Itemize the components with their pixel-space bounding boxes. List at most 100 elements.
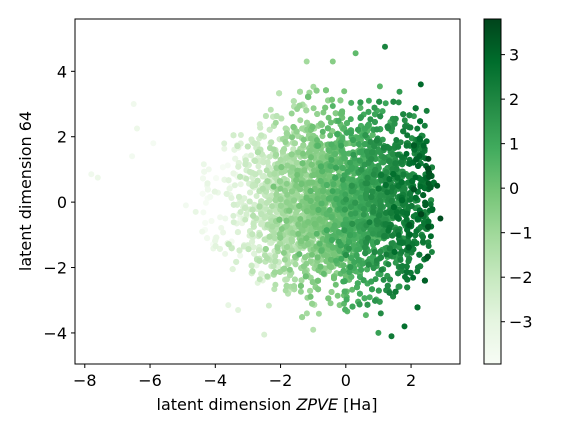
scatter-point bbox=[324, 125, 331, 132]
scatter-point bbox=[192, 208, 199, 215]
scatter-point bbox=[288, 151, 295, 158]
scatter-point bbox=[327, 163, 334, 170]
scatter-point bbox=[360, 206, 367, 213]
scatter-point bbox=[362, 312, 369, 319]
scatter-point bbox=[289, 164, 296, 171]
scatter-point bbox=[266, 233, 273, 240]
scatter-point bbox=[347, 159, 354, 166]
scatter-point bbox=[347, 203, 354, 210]
scatter-point bbox=[303, 107, 310, 114]
scatter-point bbox=[319, 154, 326, 161]
scatter-point bbox=[237, 181, 244, 188]
scatter-point bbox=[234, 143, 241, 149]
scatter-point bbox=[242, 205, 248, 211]
scatter-point bbox=[299, 314, 306, 321]
scatter-point bbox=[284, 244, 290, 250]
scatter-point bbox=[314, 137, 320, 143]
scatter-point bbox=[304, 218, 311, 225]
scatter-point bbox=[213, 175, 220, 182]
scatter-point bbox=[281, 265, 288, 272]
scatter-point bbox=[348, 273, 355, 280]
scatter-point bbox=[315, 142, 321, 149]
scatter-point bbox=[311, 167, 317, 174]
scatter-point bbox=[258, 211, 265, 218]
scatter-point bbox=[314, 254, 321, 261]
scatter-point bbox=[364, 148, 370, 155]
scatter-point bbox=[308, 161, 315, 168]
scatter-point bbox=[300, 136, 307, 143]
scatter-point bbox=[354, 280, 361, 287]
scatter-point bbox=[246, 168, 253, 175]
scatter-point bbox=[379, 108, 386, 115]
scatter-point bbox=[201, 168, 208, 175]
scatter-point bbox=[327, 300, 334, 307]
scatter-point bbox=[308, 154, 314, 161]
scatter-point bbox=[369, 286, 375, 293]
scatter-point bbox=[299, 160, 306, 167]
scatter-point bbox=[94, 174, 101, 181]
scatter-point bbox=[410, 113, 417, 120]
scatter-point bbox=[299, 227, 306, 234]
scatter-point bbox=[260, 173, 267, 180]
scatter-point bbox=[251, 250, 258, 257]
scatter-point bbox=[357, 99, 364, 106]
scatter-point bbox=[261, 236, 268, 243]
scatter-point bbox=[313, 148, 319, 154]
scatter-point bbox=[289, 188, 295, 195]
scatter-point bbox=[283, 217, 290, 224]
scatter-point bbox=[230, 170, 237, 177]
scatter-point bbox=[341, 206, 348, 213]
scatter-point bbox=[281, 146, 288, 153]
scatter-point bbox=[318, 200, 325, 207]
scatter-point bbox=[319, 133, 326, 140]
scatter-point bbox=[277, 202, 284, 209]
scatter-point bbox=[314, 111, 321, 117]
scatter-point bbox=[330, 181, 337, 188]
scatter-point bbox=[281, 256, 288, 263]
scatter-point bbox=[296, 202, 303, 209]
scatter-point bbox=[199, 228, 206, 235]
scatter-point bbox=[322, 104, 329, 111]
scatter-point bbox=[255, 163, 262, 170]
scatter-point bbox=[338, 147, 345, 154]
scatter-point bbox=[229, 266, 236, 273]
scatter-point bbox=[315, 206, 322, 213]
scatter-point bbox=[251, 140, 258, 147]
scatter-point bbox=[327, 119, 334, 126]
scatter-point bbox=[376, 298, 383, 305]
scatter-point bbox=[291, 140, 298, 147]
scatter-point bbox=[253, 262, 260, 269]
scatter-point bbox=[341, 125, 348, 132]
scatter-point bbox=[370, 230, 376, 237]
scatter-point bbox=[342, 306, 349, 313]
scatter-point bbox=[216, 245, 223, 252]
scatter-point bbox=[359, 260, 366, 267]
scatter-point bbox=[325, 195, 332, 202]
scatter-point bbox=[262, 246, 269, 252]
scatter-point bbox=[336, 229, 342, 236]
scatter-point bbox=[347, 130, 354, 136]
scatter-point bbox=[349, 286, 356, 293]
scatter-point bbox=[310, 326, 317, 333]
scatter-point bbox=[271, 170, 278, 177]
scatter-point bbox=[258, 270, 265, 277]
scatter-point bbox=[320, 206, 327, 213]
scatter-point bbox=[361, 295, 368, 302]
scatter-point bbox=[296, 251, 303, 258]
scatter-point bbox=[328, 214, 335, 221]
scatter-point bbox=[234, 229, 241, 236]
scatter-point bbox=[340, 181, 347, 188]
scatter-point bbox=[334, 131, 341, 138]
scatter-point bbox=[297, 282, 304, 289]
scatter-point bbox=[333, 196, 340, 202]
scatter-point bbox=[248, 262, 255, 269]
scatter-point bbox=[283, 276, 290, 283]
scatter-point bbox=[129, 153, 136, 160]
scatter-point bbox=[357, 194, 364, 201]
scatter-point bbox=[329, 244, 336, 251]
scatter-point bbox=[348, 188, 355, 195]
scatter-point bbox=[303, 208, 310, 215]
scatter-point bbox=[293, 159, 300, 166]
scatter-point bbox=[372, 276, 379, 283]
scatter-point bbox=[352, 210, 359, 217]
